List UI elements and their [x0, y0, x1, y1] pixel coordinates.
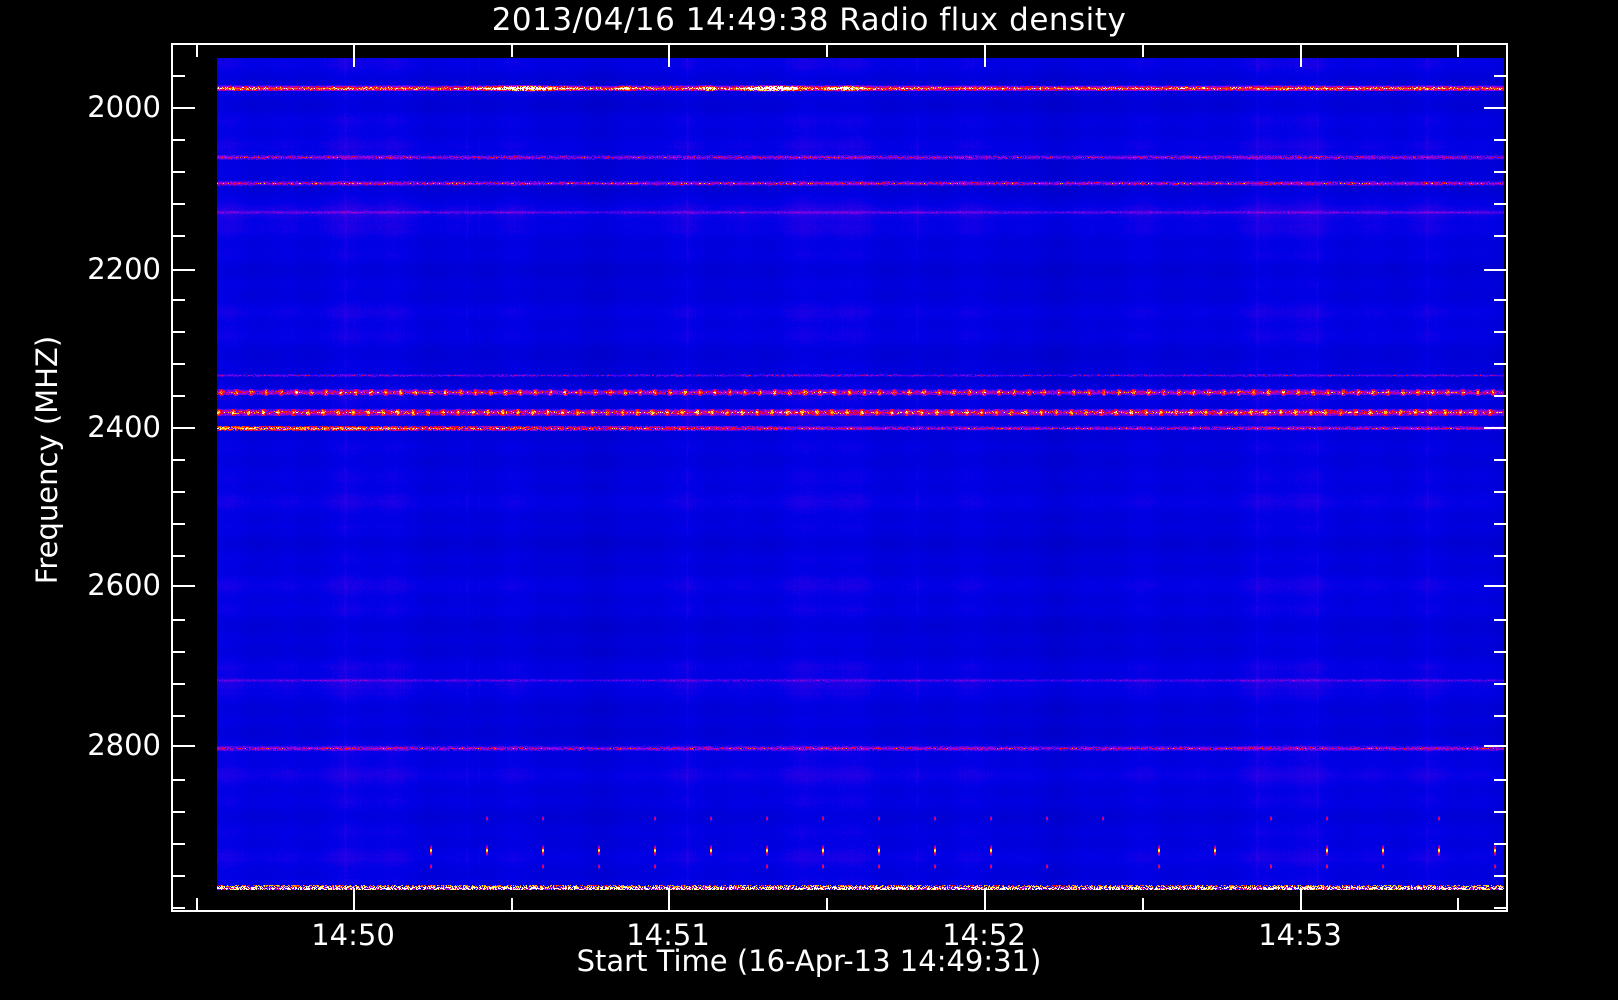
y-minor-tick-right	[1494, 811, 1508, 813]
y-minor-tick-right	[1494, 907, 1508, 909]
plot-frame	[171, 43, 1508, 912]
y-minor-tick-right	[1494, 651, 1508, 653]
x-minor-tick-top	[1457, 43, 1459, 57]
y-tick-label: 2000	[87, 90, 161, 124]
y-tick-label: 2800	[87, 728, 161, 762]
y-minor-tick	[171, 75, 185, 77]
y-minor-tick-right	[1494, 75, 1508, 77]
y-major-tick-right	[1484, 107, 1508, 109]
y-major-tick-right	[1484, 585, 1508, 587]
x-tick-label: 14:50	[311, 918, 395, 952]
y-minor-tick-right	[1494, 363, 1508, 365]
y-minor-tick	[171, 715, 185, 717]
y-minor-tick	[171, 171, 185, 173]
x-minor-tick	[196, 898, 198, 912]
y-minor-tick	[171, 523, 185, 525]
y-minor-tick-right	[1494, 779, 1508, 781]
y-minor-tick	[171, 651, 185, 653]
y-minor-tick	[171, 459, 185, 461]
x-major-tick	[668, 888, 670, 912]
y-minor-tick-right	[1494, 491, 1508, 493]
x-major-tick-top	[1300, 43, 1302, 67]
y-minor-tick	[171, 139, 185, 141]
y-minor-tick-right	[1494, 555, 1508, 557]
x-tick-label: 14:51	[626, 918, 710, 952]
y-tick-label: 2600	[87, 568, 161, 602]
y-major-tick-right	[1484, 745, 1508, 747]
y-minor-tick-right	[1494, 459, 1508, 461]
y-minor-tick-right	[1494, 139, 1508, 141]
y-minor-tick-right	[1494, 203, 1508, 205]
spectrogram-canvas	[217, 58, 1504, 890]
y-minor-tick	[171, 779, 185, 781]
x-minor-tick-top	[196, 43, 198, 57]
y-minor-tick	[171, 555, 185, 557]
y-minor-tick	[171, 683, 185, 685]
x-major-tick-top	[353, 43, 355, 67]
y-tick-label: 2200	[87, 252, 161, 286]
y-minor-tick	[171, 811, 185, 813]
y-minor-tick	[171, 331, 185, 333]
y-minor-tick	[171, 203, 185, 205]
y-minor-tick-right	[1494, 619, 1508, 621]
y-major-tick	[171, 585, 195, 587]
page-title: 2013/04/16 14:49:38 Radio flux density	[491, 2, 1127, 38]
x-tick-label: 14:53	[1258, 918, 1342, 952]
y-minor-tick-right	[1494, 523, 1508, 525]
x-tick-label: 14:52	[942, 918, 1026, 952]
y-axis-title: Frequency (MHZ)	[30, 335, 64, 585]
y-minor-tick	[171, 875, 185, 877]
y-minor-tick	[171, 299, 185, 301]
y-major-tick-right	[1484, 269, 1508, 271]
y-minor-tick	[171, 619, 185, 621]
x-major-tick	[1300, 888, 1302, 912]
x-minor-tick	[511, 898, 513, 912]
y-minor-tick-right	[1494, 683, 1508, 685]
y-major-tick	[171, 745, 195, 747]
y-major-tick-right	[1484, 427, 1508, 429]
x-minor-tick-top	[826, 43, 828, 57]
x-major-tick	[353, 888, 355, 912]
x-minor-tick	[1142, 898, 1144, 912]
y-minor-tick	[171, 395, 185, 397]
y-minor-tick-right	[1494, 843, 1508, 845]
y-major-tick	[171, 427, 195, 429]
x-major-tick	[984, 888, 986, 912]
y-minor-tick-right	[1494, 715, 1508, 717]
y-minor-tick	[171, 843, 185, 845]
x-minor-tick	[1457, 898, 1459, 912]
x-minor-tick	[826, 898, 828, 912]
spectrogram-image	[217, 58, 1504, 890]
y-major-tick	[171, 107, 195, 109]
x-minor-tick-top	[1142, 43, 1144, 57]
y-minor-tick	[171, 491, 185, 493]
y-minor-tick	[171, 235, 185, 237]
y-minor-tick-right	[1494, 171, 1508, 173]
x-major-tick-top	[984, 43, 986, 67]
y-minor-tick-right	[1494, 395, 1508, 397]
y-minor-tick-right	[1494, 875, 1508, 877]
y-minor-tick-right	[1494, 331, 1508, 333]
x-minor-tick-top	[511, 43, 513, 57]
x-major-tick-top	[668, 43, 670, 67]
y-minor-tick	[171, 363, 185, 365]
y-minor-tick-right	[1494, 235, 1508, 237]
y-minor-tick-right	[1494, 299, 1508, 301]
x-axis-title: Start Time (16-Apr-13 14:49:31)	[576, 944, 1042, 978]
y-tick-label: 2400	[87, 410, 161, 444]
y-minor-tick	[171, 907, 185, 909]
y-major-tick	[171, 269, 195, 271]
